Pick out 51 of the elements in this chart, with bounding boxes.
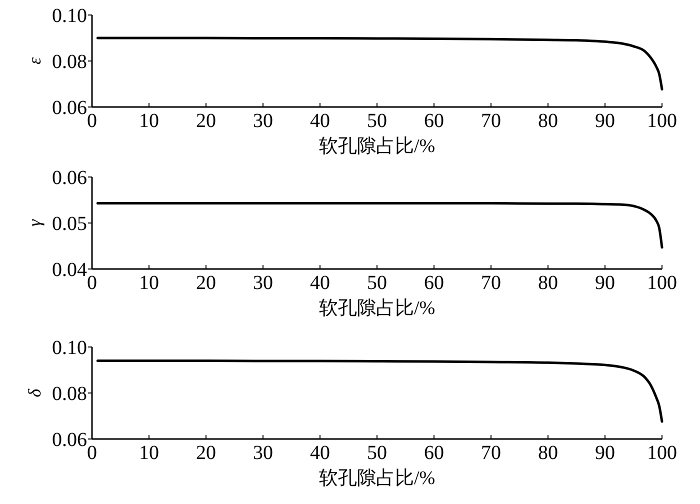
x-tick-label: 100 [647, 272, 677, 294]
x-tick-label: 40 [310, 110, 330, 132]
x-tick-label: 30 [253, 272, 273, 294]
x-tick-label: 20 [196, 110, 216, 132]
x-axis-title: 软孔隙占比/% [318, 298, 436, 319]
x-tick-label: 80 [538, 110, 558, 132]
x-tick-label: 70 [481, 272, 501, 294]
y-tick-label: 0.06 [52, 97, 87, 119]
x-tick-label: 50 [367, 442, 387, 464]
x-tick-label: 10 [139, 110, 159, 132]
y-axis-title: ε [24, 56, 44, 65]
y-axis-title: δ [24, 388, 44, 398]
y-axis-title: γ [24, 218, 44, 227]
x-tick-label: 90 [595, 272, 615, 294]
y-tick-label: 0.05 [52, 213, 87, 235]
x-tick-label: 100 [647, 442, 677, 464]
x-tick-label: 20 [196, 272, 216, 294]
x-axis-title: 软孔隙占比/% [318, 136, 436, 157]
line-series [96, 36, 664, 91]
x-tick-label: 90 [595, 442, 615, 464]
x-tick-label: 70 [481, 110, 501, 132]
y-tick-label: 0.06 [52, 167, 87, 189]
y-tick-label: 0.10 [52, 337, 87, 359]
x-tick-label: 0 [87, 110, 97, 132]
x-tick-label: 60 [424, 272, 444, 294]
x-tick-label: 0 [87, 272, 97, 294]
line-series [96, 360, 664, 423]
x-tick-label: 90 [595, 110, 615, 132]
x-tick-label: 80 [538, 442, 558, 464]
x-tick-label: 10 [139, 442, 159, 464]
y-tick-label: 0.04 [52, 259, 87, 281]
y-tick-label: 0.10 [52, 5, 87, 27]
x-tick-label: 60 [424, 442, 444, 464]
x-tick-label: 40 [310, 272, 330, 294]
x-tick-label: 30 [253, 442, 273, 464]
x-tick-label: 70 [481, 442, 501, 464]
x-tick-label: 60 [424, 110, 444, 132]
x-tick-label: 10 [139, 272, 159, 294]
x-tick-label: 40 [310, 442, 330, 464]
y-tick-label: 0.08 [52, 51, 87, 73]
line-series [96, 202, 664, 249]
x-tick-label: 80 [538, 272, 558, 294]
x-tick-label: 100 [647, 110, 677, 132]
x-axis-title: 软孔隙占比/% [318, 468, 436, 489]
x-tick-label: 0 [87, 442, 97, 464]
y-tick-label: 0.06 [52, 429, 87, 451]
x-tick-label: 50 [367, 272, 387, 294]
x-tick-label: 20 [196, 442, 216, 464]
x-tick-label: 30 [253, 110, 273, 132]
x-tick-label: 50 [367, 110, 387, 132]
y-tick-label: 0.08 [52, 383, 87, 405]
